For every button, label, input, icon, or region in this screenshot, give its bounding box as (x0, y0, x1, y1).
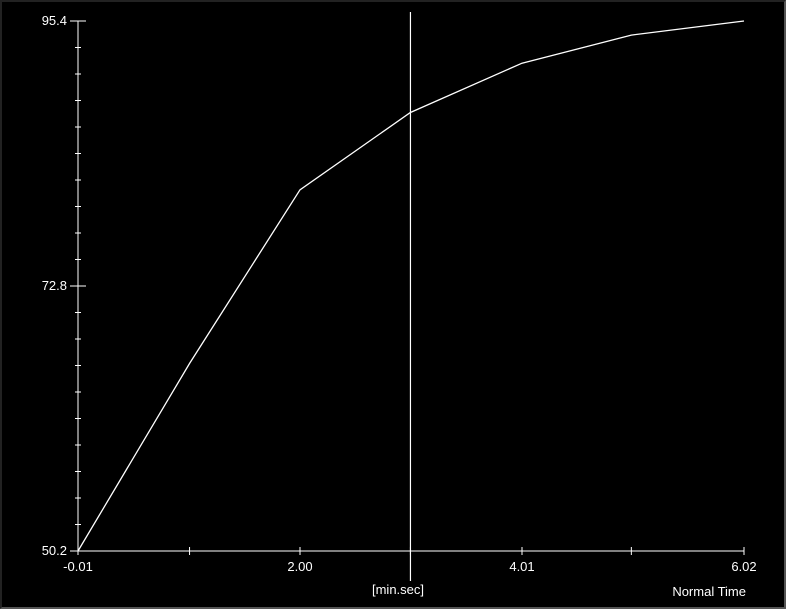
y-tick-label: 95.4 (42, 13, 67, 28)
x-tick-label: -0.01 (63, 559, 93, 574)
x-tick-label: 6.02 (731, 559, 756, 574)
ticks-group (70, 20, 745, 555)
series-line (77, 20, 745, 552)
x-axis-label: [min.sec] (372, 582, 424, 597)
time-mode-label: Normal Time (672, 584, 746, 599)
x-tick-label: 4.01 (509, 559, 534, 574)
y-tick-label: 72.8 (42, 278, 67, 293)
labels-group: 95.4 72.8 50.2-0.01 2.00 4.01 6.02 (42, 13, 757, 574)
series-group (77, 12, 745, 581)
x-tick-label: 2.00 (287, 559, 312, 574)
y-tick-label: 50.2 (42, 543, 67, 558)
